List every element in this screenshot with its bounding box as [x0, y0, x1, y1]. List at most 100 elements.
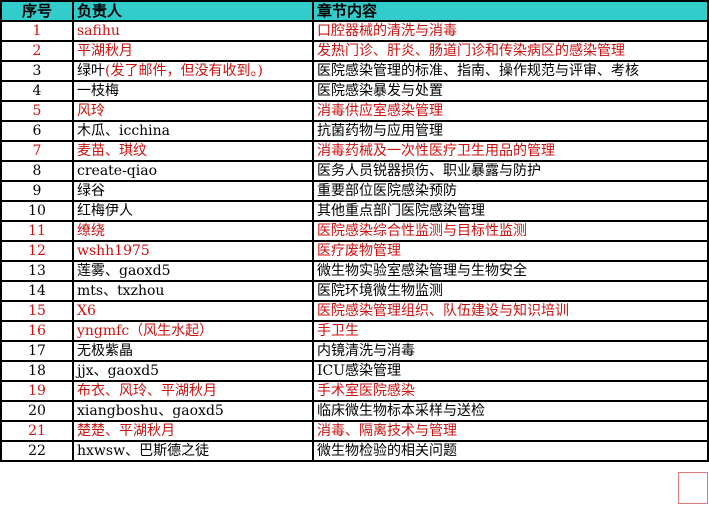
table-row: 17 无极紫晶 内镜清洗与消毒 [0, 340, 709, 362]
owner-name: wshh1975 [77, 243, 150, 259]
owner-name: xiangboshu、gaoxd5 [77, 403, 224, 419]
cell-chapter: 其他重点部门医院感染管理 [312, 200, 709, 222]
owner-name: yngmfc（风生水起） [77, 323, 214, 339]
cell-owner: X6 [72, 300, 314, 322]
cell-owner: 绿谷 [72, 180, 314, 202]
table-row: 18 jjx、gaoxd5 ICU感染管理 [0, 360, 709, 382]
owner-name: 木瓜、icchina [77, 123, 171, 139]
owner-name: mts、txzhou [77, 283, 165, 299]
cell-chapter: 手卫生 [312, 320, 709, 342]
table-row: 4 一枝梅 医院感染暴发与处置 [0, 80, 709, 102]
cell-number: 5 [0, 100, 74, 122]
table-row: 15 X6 医院感染管理组织、队伍建设与知识培训 [0, 300, 709, 322]
cell-owner: 木瓜、icchina [72, 120, 314, 142]
table-row: 19 布衣、风玲、平湖秋月 手术室医院感染 [0, 380, 709, 402]
owner-note: (发了邮件，但没有收到。) [105, 63, 263, 79]
cell-number: 18 [0, 360, 74, 382]
owner-name: 布衣、风玲、平湖秋月 [77, 383, 217, 399]
owner-name: X6 [77, 303, 96, 319]
owner-name: jjx、gaoxd5 [77, 363, 160, 379]
table-row: 3 绿叶(发了邮件，但没有收到。) 医院感染管理的标准、指南、操作规范与评审、考核 [0, 60, 709, 82]
table-row: 6 木瓜、icchina 抗菌药物与应用管理 [0, 120, 709, 142]
owner-name: 一枝梅 [77, 83, 119, 99]
cell-number: 10 [0, 200, 74, 222]
table-row: 5 风玲 消毒供应室感染管理 [0, 100, 709, 122]
cell-owner: 一枝梅 [72, 80, 314, 102]
table-row: 2 平湖秋月 发热门诊、肝炎、肠道门诊和传染病区的感染管理 [0, 40, 709, 62]
cell-owner: jjx、gaoxd5 [72, 360, 314, 382]
cell-owner: 风玲 [72, 100, 314, 122]
header-number: 序号 [0, 0, 74, 22]
header-chapter: 章节内容 [312, 0, 709, 22]
assignment-table: 序号 负责人 章节内容 1 safihu 口腔器械的清洗与消毒 2 平湖秋月 发热门诊、肝… [0, 0, 709, 462]
cell-owner: 绿叶(发了邮件，但没有收到。) [72, 60, 314, 82]
seal-stamp [678, 472, 708, 504]
owner-name: 无极紫晶 [77, 343, 133, 359]
cell-number: 4 [0, 80, 74, 102]
cell-number: 22 [0, 440, 74, 462]
cell-number: 6 [0, 120, 74, 142]
cell-owner: safihu [72, 20, 314, 42]
cell-number: 20 [0, 400, 74, 422]
cell-chapter: 医疗废物管理 [312, 240, 709, 262]
cell-number: 9 [0, 180, 74, 202]
cell-owner: 红梅伊人 [72, 200, 314, 222]
cell-chapter: ICU感染管理 [312, 360, 709, 382]
cell-chapter: 医院环境微生物监测 [312, 280, 709, 302]
table-row: 7 麦苗、琪纹 消毒药械及一次性医疗卫生用品的管理 [0, 140, 709, 162]
cell-number: 1 [0, 20, 74, 42]
cell-owner: 无极紫晶 [72, 340, 314, 362]
cell-chapter: 消毒、隔离技术与管理 [312, 420, 709, 442]
owner-name: 莲雾、gaoxd5 [77, 263, 171, 279]
cell-chapter: 医院感染暴发与处置 [312, 80, 709, 102]
owner-name: 绿谷 [77, 183, 105, 199]
header-owner: 负责人 [72, 0, 314, 22]
cell-owner: xiangboshu、gaoxd5 [72, 400, 314, 422]
cell-owner: 楚楚、平湖秋月 [72, 420, 314, 442]
owner-name: 红梅伊人 [77, 203, 133, 219]
owner-name: create-qiao [77, 163, 158, 179]
table-row: 13 莲雾、gaoxd5 微生物实验室感染管理与生物安全 [0, 260, 709, 282]
cell-chapter: 医院感染管理组织、队伍建设与知识培训 [312, 300, 709, 322]
owner-name: 缭绕 [77, 223, 105, 239]
table-row: 10 红梅伊人 其他重点部门医院感染管理 [0, 200, 709, 222]
cell-chapter: 抗菌药物与应用管理 [312, 120, 709, 142]
table-row: 12 wshh1975 医疗废物管理 [0, 240, 709, 262]
cell-chapter: 消毒药械及一次性医疗卫生用品的管理 [312, 140, 709, 162]
cell-chapter: 口腔器械的清洗与消毒 [312, 20, 709, 42]
cell-owner: 缭绕 [72, 220, 314, 242]
owner-name: safihu [77, 23, 120, 39]
cell-chapter: 消毒供应室感染管理 [312, 100, 709, 122]
cell-owner: hxwsw、巴斯德之徒 [72, 440, 314, 462]
cell-number: 11 [0, 220, 74, 242]
cell-owner: mts、txzhou [72, 280, 314, 302]
table-row: 1 safihu 口腔器械的清洗与消毒 [0, 20, 709, 42]
cell-owner: 莲雾、gaoxd5 [72, 260, 314, 282]
cell-chapter: 医务人员锐器损伤、职业暴露与防护 [312, 160, 709, 182]
cell-number: 7 [0, 140, 74, 162]
cell-number: 13 [0, 260, 74, 282]
cell-number: 19 [0, 380, 74, 402]
owner-name: 麦苗、琪纹 [77, 143, 147, 159]
cell-number: 15 [0, 300, 74, 322]
cell-owner: wshh1975 [72, 240, 314, 262]
owner-name: 平湖秋月 [77, 43, 133, 59]
cell-number: 14 [0, 280, 74, 302]
header-row: 序号 负责人 章节内容 [0, 0, 709, 22]
cell-owner: 麦苗、琪纹 [72, 140, 314, 162]
cell-owner: 布衣、风玲、平湖秋月 [72, 380, 314, 402]
cell-owner: create-qiao [72, 160, 314, 182]
table-row: 11 缭绕 医院感染综合性监测与目标性监测 [0, 220, 709, 242]
cell-number: 21 [0, 420, 74, 442]
owner-name: 楚楚、平湖秋月 [77, 423, 175, 439]
cell-chapter: 临床微生物标本采样与送检 [312, 400, 709, 422]
table-row: 8 create-qiao 医务人员锐器损伤、职业暴露与防护 [0, 160, 709, 182]
table-row: 20 xiangboshu、gaoxd5 临床微生物标本采样与送检 [0, 400, 709, 422]
cell-chapter: 微生物实验室感染管理与生物安全 [312, 260, 709, 282]
cell-chapter: 医院感染管理的标准、指南、操作规范与评审、考核 [312, 60, 709, 82]
cell-owner: 平湖秋月 [72, 40, 314, 62]
cell-chapter: 手术室医院感染 [312, 380, 709, 402]
owner-name: 风玲 [77, 103, 105, 119]
table-row: 16 yngmfc（风生水起） 手卫生 [0, 320, 709, 342]
cell-number: 16 [0, 320, 74, 342]
